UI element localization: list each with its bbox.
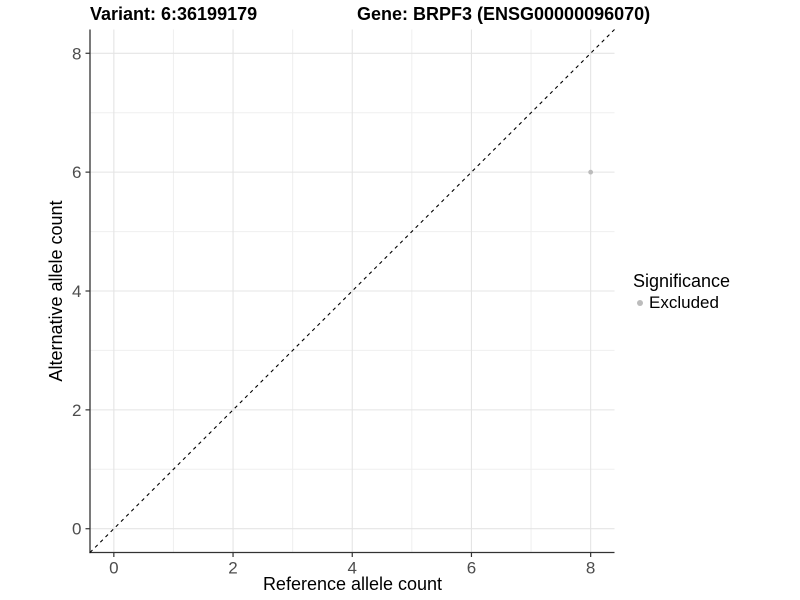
x-axis-title: Reference allele count xyxy=(262,574,443,594)
plot-title-gene: Gene: BRPF3 (ENSG00000096070) xyxy=(357,4,651,24)
legend-title: Significance xyxy=(633,271,731,291)
legend-point-icon xyxy=(637,299,643,306)
x-tick-label: 0 xyxy=(109,559,118,578)
plot-title-variant: Variant: 6:36199179 xyxy=(90,4,258,24)
y-tick-label: 6 xyxy=(72,163,81,182)
x-tick-label: 6 xyxy=(467,559,476,578)
y-tick-label: 2 xyxy=(72,401,81,420)
x-tick-label: 8 xyxy=(586,559,595,578)
data-point xyxy=(588,169,594,175)
y-axis-title: Alternative allele count xyxy=(46,200,66,382)
legend-item-label: Excluded xyxy=(649,293,719,312)
legend: Significance Excluded xyxy=(633,271,730,312)
y-tick-label: 0 xyxy=(72,520,81,539)
y-tick-label: 8 xyxy=(72,44,81,63)
legend-item-excluded: Excluded xyxy=(633,293,730,312)
x-tick-label: 2 xyxy=(228,559,237,578)
x-tick-label: 4 xyxy=(348,559,357,578)
y-tick-label: 4 xyxy=(72,282,81,301)
